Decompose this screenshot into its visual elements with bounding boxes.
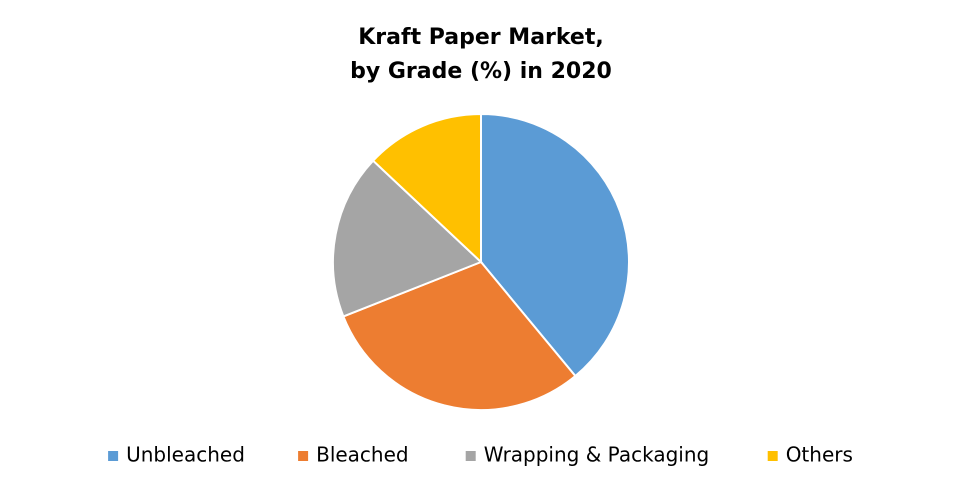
legend-label: Unbleached	[126, 443, 245, 467]
legend-label: Bleached	[316, 443, 409, 467]
chart-title: by Grade (%) in 2020	[350, 59, 612, 84]
legend-swatch	[298, 451, 309, 461]
chart-title: Kraft Paper Market,	[358, 25, 603, 50]
legend-label: Wrapping & Packaging	[484, 443, 710, 467]
pie-slice	[480, 112, 630, 378]
pie-slice	[332, 159, 483, 318]
pie-slice	[371, 112, 482, 265]
legend-label: Others	[786, 443, 853, 467]
pie-slice	[342, 260, 577, 411]
legend-swatch	[108, 451, 119, 461]
legend-swatch	[465, 451, 476, 461]
legend-swatch	[767, 451, 778, 461]
